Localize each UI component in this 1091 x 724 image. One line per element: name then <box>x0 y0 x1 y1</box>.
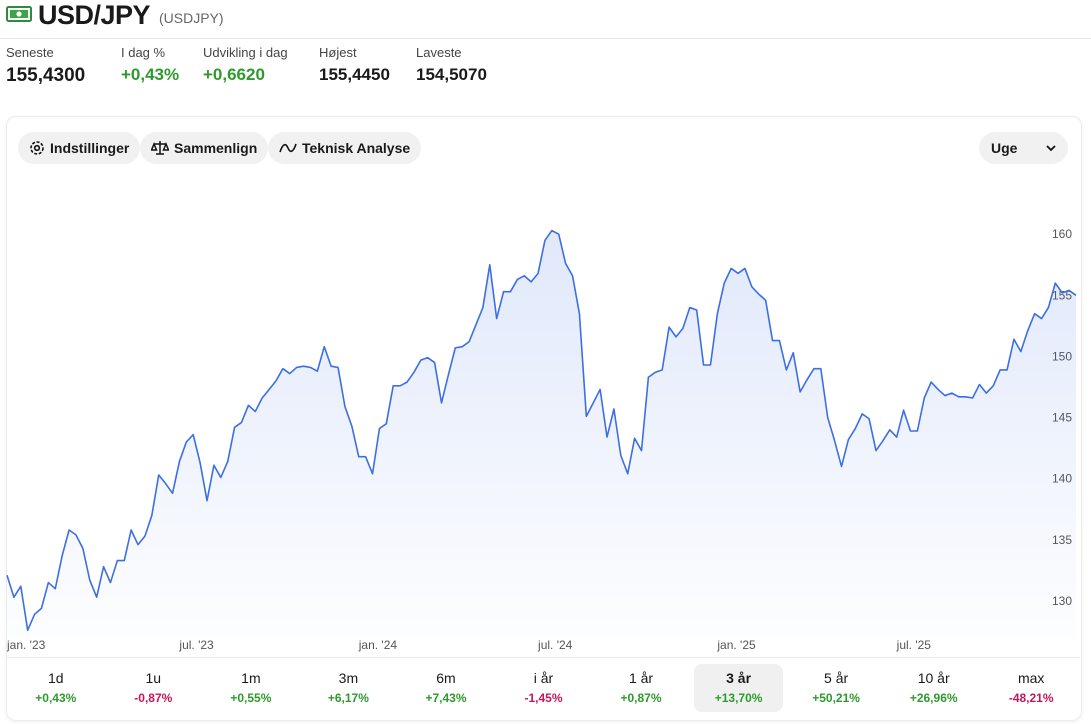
button-label: Indstillinger <box>50 140 130 156</box>
stat: Udvikling i dag +0,6620 <box>203 45 288 85</box>
period-label: max <box>1017 670 1045 686</box>
symbol: (USDJPY) <box>159 10 224 26</box>
stat-value: 155,4300 <box>6 65 86 86</box>
period-change: -1,45% <box>524 691 563 705</box>
period-tab[interactable]: 5 år +50,21% <box>792 664 881 712</box>
stat-label: Laveste <box>416 45 462 60</box>
period-label: 1d <box>48 670 64 686</box>
period-tabs: 1d +0,43% 1u -0,87% 1m +0,55% 3m +6,17% 6m +7,43%… <box>7 657 1080 718</box>
stat-label: Udvikling i dag <box>203 45 288 60</box>
period-change: +6,17% <box>327 691 369 705</box>
stat-value: 155,4450 <box>319 65 390 84</box>
button-icon <box>279 140 297 156</box>
period-change: +13,70% <box>714 691 763 705</box>
chart-card <box>6 116 1082 721</box>
period-change: +0,55% <box>230 691 272 705</box>
stat-value: 154,5070 <box>416 65 487 84</box>
period-tab[interactable]: 3m +6,17% <box>304 664 393 712</box>
period-change: +50,21% <box>812 691 860 705</box>
period-change: -48,21% <box>1008 691 1054 705</box>
stat: Laveste 154,5070 <box>416 45 487 85</box>
toolbar-button[interactable]: Teknisk Analyse <box>268 132 422 164</box>
period-label: 10 år <box>917 670 950 686</box>
stat: I dag % +0,43% <box>121 45 179 85</box>
title: USD/JPY <box>38 0 151 30</box>
period-label: i år <box>533 670 554 686</box>
period-label: 1 år <box>628 670 654 686</box>
stat-label: I dag % <box>121 45 166 60</box>
button-icon <box>151 140 169 156</box>
period-tab[interactable]: 3 år +13,70% <box>694 664 784 712</box>
period-tab[interactable]: 10 år +26,96% <box>889 664 978 712</box>
period-change: +0,87% <box>620 691 662 705</box>
interval-label: Uge <box>991 140 1018 156</box>
stat-value: +0,6620 <box>203 65 265 84</box>
period-tab[interactable]: 1u -0,87% <box>109 664 198 712</box>
period-tab[interactable]: i år -1,45% <box>499 664 588 712</box>
dropdown-chevron <box>1046 144 1056 152</box>
interval-dropdown[interactable]: Uge <box>979 132 1068 164</box>
period-tab[interactable]: 1m +0,55% <box>206 664 295 712</box>
header: USD/JPY (USDJPY) <box>0 0 1091 39</box>
stat: Seneste 155,4300 <box>6 45 85 87</box>
period-change: +0,43% <box>35 691 77 705</box>
period-change: -0,87% <box>134 691 173 705</box>
period-label: 1m <box>241 670 261 686</box>
button-label: Sammenlign <box>174 140 258 156</box>
button-icon <box>29 140 45 156</box>
currency-icon <box>6 6 32 22</box>
period-label: 5 år <box>824 670 849 686</box>
period-change: +26,96% <box>909 691 958 705</box>
period-tab[interactable]: 1 år +0,87% <box>597 664 686 712</box>
period-tab[interactable]: max -48,21% <box>987 664 1076 712</box>
toolbar-button[interactable]: Indstillinger <box>18 132 141 164</box>
stat-value: +0,43% <box>121 65 180 84</box>
button-label: Teknisk Analyse <box>302 140 411 156</box>
period-label: 6m <box>436 670 456 686</box>
stat-label: Højest <box>319 45 357 60</box>
period-label: 3m <box>338 670 359 686</box>
stat: Højest 155,4450 <box>319 45 390 85</box>
toolbar-button[interactable]: Sammenlign <box>140 132 269 164</box>
period-tab[interactable]: 6m +7,43% <box>402 664 491 712</box>
period-label: 3 år <box>726 670 752 686</box>
period-change: +7,43% <box>425 691 467 705</box>
period-label: 1u <box>145 670 162 686</box>
stat-label: Seneste <box>6 45 54 60</box>
period-tab[interactable]: 1d +0,43% <box>11 664 100 712</box>
